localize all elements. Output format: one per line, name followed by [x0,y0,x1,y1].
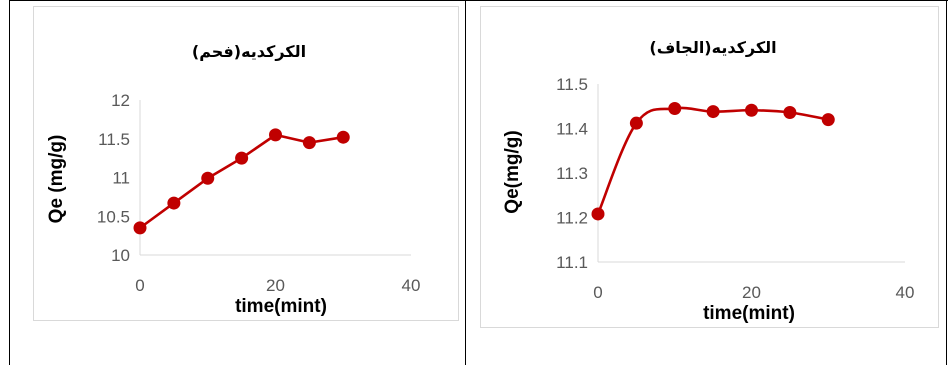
y-tick-label: 11.4 [556,120,588,139]
y-tick-label: 11.5 [556,75,588,94]
data-point [629,116,643,130]
y-tick-label: 10 [111,246,130,265]
chart-right: الكركديه(الجاف) 11.1 11.2 11.3 11.4 11.5 0 20… [480,6,939,328]
y-tick-label: 11 [112,169,130,188]
data-point [336,130,350,144]
plot-area [133,128,350,235]
x-axis-title: time(mint) [703,303,795,324]
data-point [167,196,181,210]
data-point [783,105,797,119]
y-tick-label: 11.2 [556,209,588,228]
y-axis-title: Qe(mg/g) [502,130,523,213]
x-tick-label: 20 [742,283,761,302]
data-point [668,101,682,115]
chart-right-svg: الكركديه(الجاف) 11.1 11.2 11.3 11.4 11.5 0 20… [502,38,914,324]
y-tick-label: 11.1 [556,253,588,272]
y-axis-title: Qe (mg/g) [46,135,67,224]
data-point [235,151,249,165]
y-tick-labels: 10 10.5 11 11.5 12 [97,91,130,265]
data-point [302,136,316,150]
plot-area [591,101,835,221]
table-right-border [946,0,947,365]
x-tick-label: 0 [135,276,144,295]
y-tick-label: 10.5 [97,207,130,226]
data-point [269,128,282,142]
y-tick-label: 12 [111,91,130,110]
data-point [745,103,758,117]
data-point [591,207,605,221]
data-point [706,105,720,119]
y-tick-label: 11.3 [556,164,588,183]
data-point [201,171,215,185]
x-tick-label: 0 [593,283,602,302]
x-tick-label: 40 [896,283,915,302]
series-line [139,133,344,229]
x-tick-label: 20 [266,276,285,295]
x-tick-labels: 0 20 40 [593,283,914,302]
y-tick-label: 11.5 [98,130,130,149]
y-tick-labels: 11.1 11.2 11.3 11.4 11.5 [556,75,588,272]
x-tick-labels: 0 20 40 [135,276,420,295]
chart-left: الكركديه(فحم) 10 10.5 11 11.5 12 0 20 40 time(… [33,6,459,321]
x-axis-title: time(mint) [235,296,327,317]
table-left-border [9,0,10,365]
chart-left-svg: الكركديه(فحم) 10 10.5 11 11.5 12 0 20 40 time(… [46,42,420,317]
data-point [133,221,147,235]
table-middle-border [465,0,466,365]
data-point [821,113,835,127]
chart-title: الكركديه(فحم) [192,42,306,61]
table-top-border [9,0,948,1]
chart-title: الكركديه(الجاف) [649,38,776,57]
x-tick-label: 40 [402,276,421,295]
